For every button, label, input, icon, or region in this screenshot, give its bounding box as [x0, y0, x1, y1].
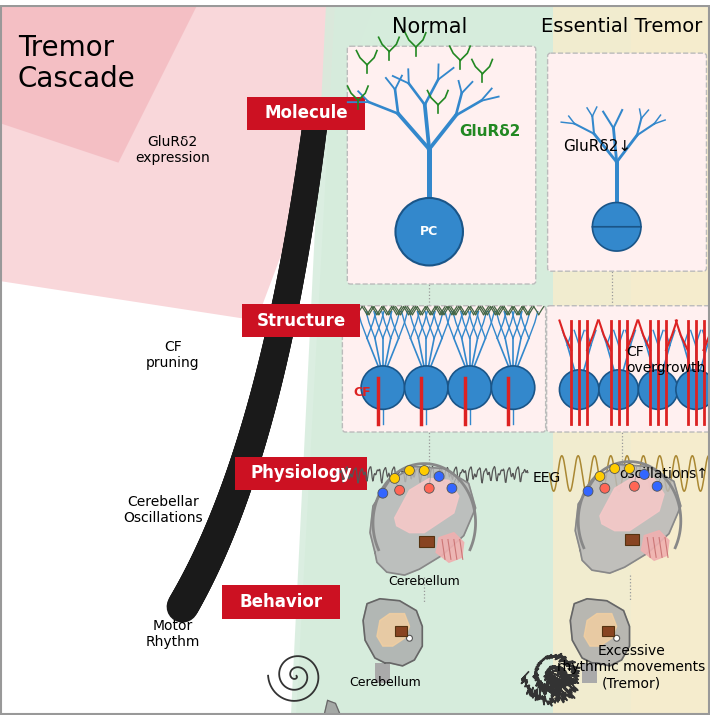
- Circle shape: [583, 486, 593, 496]
- Circle shape: [390, 474, 400, 483]
- Circle shape: [613, 635, 620, 642]
- Polygon shape: [395, 478, 459, 533]
- Circle shape: [424, 483, 434, 493]
- Text: GluRδ2: GluRδ2: [459, 125, 520, 139]
- Polygon shape: [363, 599, 423, 666]
- Polygon shape: [593, 227, 641, 251]
- Bar: [582, 663, 597, 683]
- Circle shape: [447, 483, 456, 493]
- Polygon shape: [570, 599, 629, 666]
- Text: Physiology: Physiology: [250, 464, 352, 482]
- Text: CF: CF: [354, 386, 371, 399]
- Bar: [375, 663, 390, 683]
- Text: oscillations↑: oscillations↑: [620, 467, 708, 480]
- Text: Structure: Structure: [256, 312, 346, 330]
- Circle shape: [652, 482, 662, 491]
- Text: CF
pruning: CF pruning: [146, 341, 199, 371]
- Text: Excessive
rhythmic movements
(Tremor): Excessive rhythmic movements (Tremor): [557, 644, 706, 690]
- Circle shape: [491, 366, 535, 410]
- Circle shape: [599, 370, 639, 410]
- Bar: [602, 626, 613, 636]
- Polygon shape: [323, 701, 341, 720]
- Circle shape: [419, 466, 429, 475]
- Text: Essential Tremor: Essential Tremor: [541, 17, 702, 35]
- Circle shape: [407, 635, 413, 642]
- Polygon shape: [575, 464, 681, 573]
- FancyBboxPatch shape: [548, 53, 706, 271]
- FancyBboxPatch shape: [347, 46, 536, 284]
- Circle shape: [595, 472, 605, 482]
- Circle shape: [600, 483, 610, 493]
- Circle shape: [610, 464, 620, 474]
- Circle shape: [676, 370, 716, 410]
- Text: PC: PC: [420, 225, 438, 238]
- Polygon shape: [296, 5, 631, 715]
- Circle shape: [559, 370, 599, 410]
- Polygon shape: [370, 467, 476, 575]
- Circle shape: [378, 488, 388, 498]
- Text: Motor
Rhythm: Motor Rhythm: [145, 618, 200, 649]
- Text: Behavior: Behavior: [240, 593, 323, 611]
- Circle shape: [405, 366, 448, 410]
- Polygon shape: [600, 477, 664, 531]
- Text: GluRδ2
expression: GluRδ2 expression: [135, 135, 210, 165]
- Polygon shape: [291, 5, 552, 715]
- Text: CF
overgrowth: CF overgrowth: [626, 345, 706, 375]
- FancyBboxPatch shape: [546, 306, 720, 432]
- Bar: [242, 304, 360, 337]
- Bar: [222, 585, 341, 618]
- Polygon shape: [631, 5, 711, 715]
- Circle shape: [434, 472, 444, 482]
- Circle shape: [629, 482, 639, 491]
- FancyBboxPatch shape: [343, 306, 546, 432]
- Text: EEG: EEG: [533, 470, 561, 485]
- Circle shape: [405, 466, 415, 475]
- Bar: [419, 536, 434, 547]
- Circle shape: [624, 464, 634, 474]
- Circle shape: [448, 366, 491, 410]
- Text: Normal: Normal: [392, 17, 467, 37]
- Bar: [624, 534, 639, 546]
- Polygon shape: [0, 5, 197, 163]
- Polygon shape: [642, 531, 669, 560]
- Bar: [235, 456, 367, 490]
- Polygon shape: [377, 613, 410, 646]
- Circle shape: [395, 485, 405, 495]
- Polygon shape: [552, 5, 711, 715]
- Text: Tremor
Cascade: Tremor Cascade: [18, 35, 135, 93]
- Polygon shape: [584, 613, 616, 646]
- Bar: [247, 96, 365, 130]
- Polygon shape: [0, 5, 375, 320]
- Text: Molecule: Molecule: [264, 104, 348, 122]
- Circle shape: [361, 366, 405, 410]
- Polygon shape: [593, 202, 641, 227]
- Circle shape: [395, 198, 463, 266]
- Circle shape: [639, 469, 649, 480]
- Text: GluRδ2↓: GluRδ2↓: [563, 139, 631, 154]
- Text: Cerebellum: Cerebellum: [388, 575, 460, 588]
- Polygon shape: [436, 533, 464, 562]
- Circle shape: [639, 370, 678, 410]
- Text: Cerebellar
Oscillations: Cerebellar Oscillations: [123, 495, 202, 526]
- Bar: [395, 626, 407, 636]
- Text: Cerebellum: Cerebellum: [349, 676, 420, 689]
